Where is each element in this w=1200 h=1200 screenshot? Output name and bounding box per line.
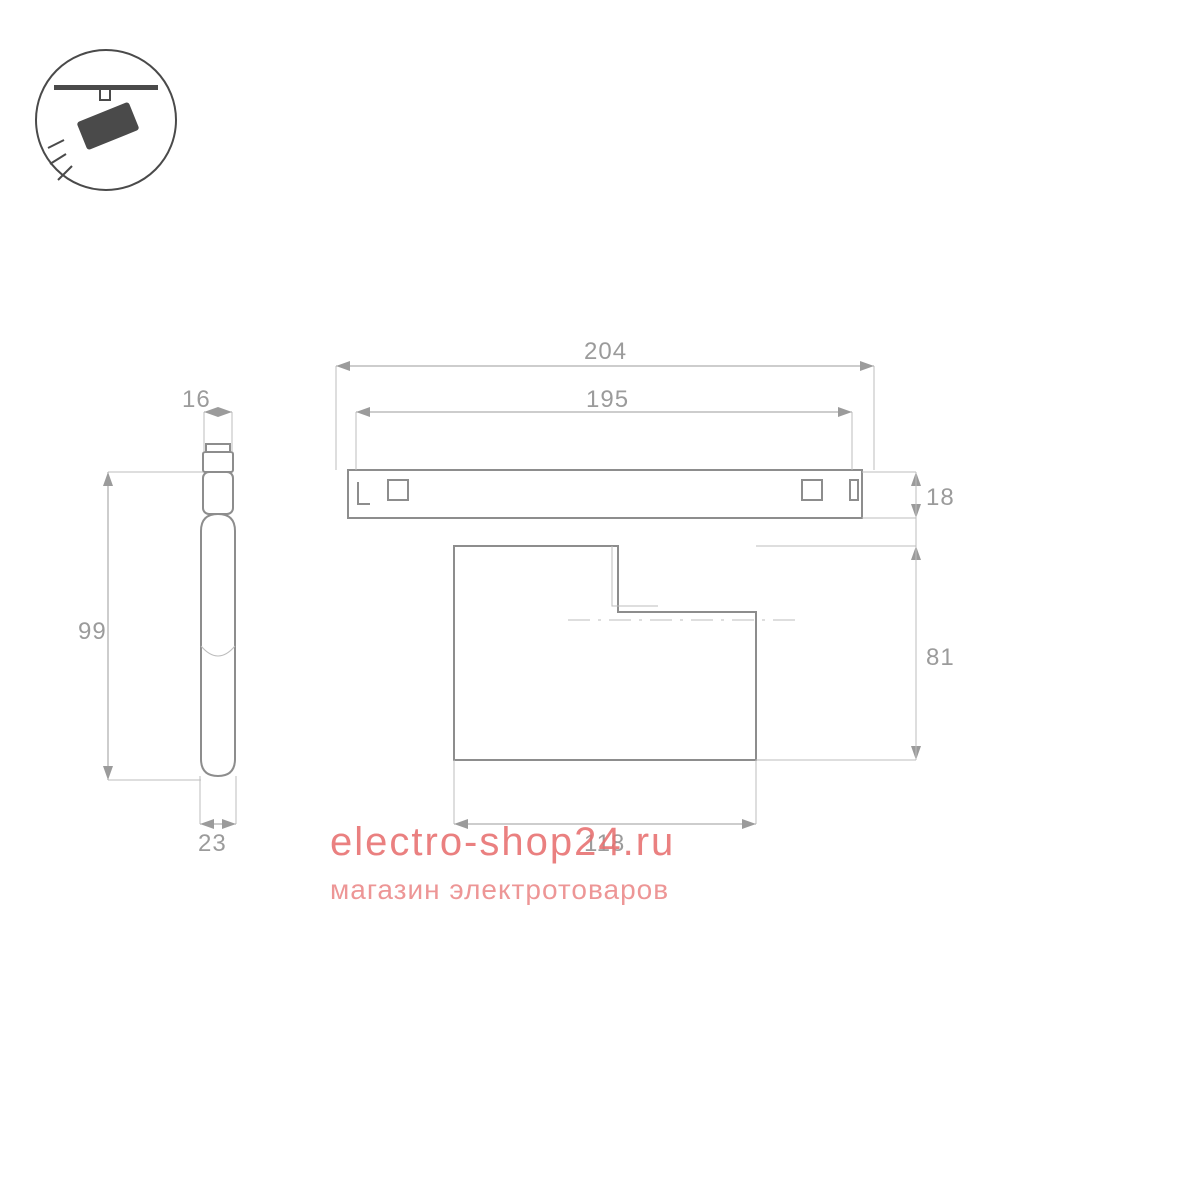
dim-81: 81 — [926, 644, 955, 672]
watermark-line2: магазин электротоваров — [330, 874, 669, 906]
dim-18: 18 — [926, 484, 955, 512]
dim-195: 195 — [586, 386, 629, 414]
dim-99: 99 — [78, 618, 107, 646]
dim-23: 23 — [198, 830, 227, 858]
watermark-line1: electro-shop24.ru — [330, 820, 675, 865]
dim-16: 16 — [182, 386, 211, 414]
dim-204: 204 — [584, 338, 627, 366]
